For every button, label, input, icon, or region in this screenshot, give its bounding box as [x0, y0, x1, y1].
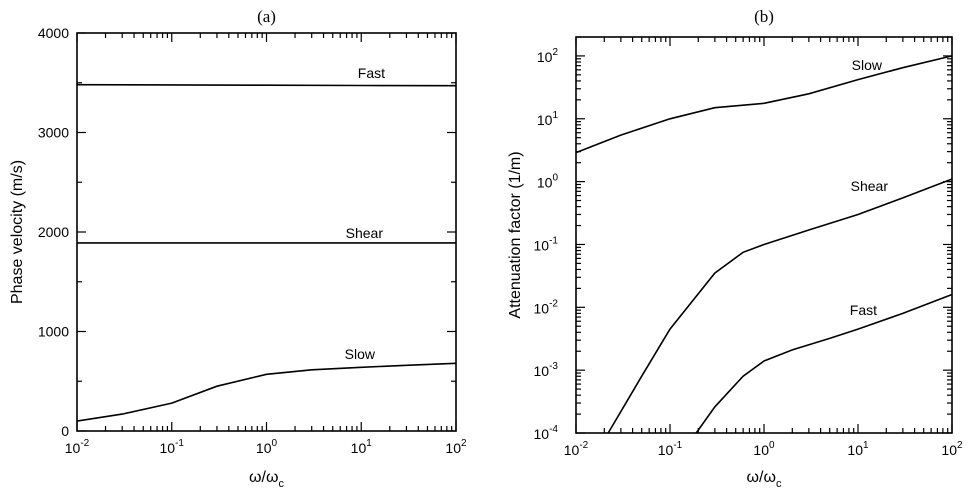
y-tick-label: 2000: [38, 224, 69, 240]
y-tick-label: 1000: [38, 324, 69, 340]
chart-title: (b): [754, 7, 774, 26]
y-tick-label: 10-2: [534, 298, 559, 316]
chart-panel-b: (b) 10-2 10-1 100 101 102 10-4 10-3 10-2 10-1 100 1…: [507, 7, 963, 490]
x-tick-label: 100: [753, 440, 775, 458]
series-line-fast: [695, 293, 953, 434]
x-tick-label: 10-1: [160, 438, 185, 456]
y-tick-label: 10-4: [534, 424, 559, 442]
x-tick-label: 102: [445, 438, 467, 456]
y-tick-label: 3000: [38, 125, 69, 141]
x-tick-label: 10-2: [564, 440, 589, 458]
x-tick-label: 101: [847, 440, 869, 458]
y-axis-label: Phase velocity (m/s): [9, 160, 26, 304]
y-tick-label: 4000: [38, 25, 69, 41]
x-axis-label: ω/ωc: [747, 469, 782, 490]
x-axis-label: ω/ωc: [249, 469, 284, 490]
y-tick-label: 102: [537, 47, 559, 65]
series-line-slow: [76, 362, 457, 422]
chart-panel-a: (a) 10-2 10-1 100 101 102 0 1000 2000 3000 4000 Fas…: [9, 7, 467, 490]
series-line-shear: [607, 178, 953, 434]
plot-frame: [575, 36, 953, 434]
y-tick-label: 101: [537, 110, 559, 128]
series-line-slow: [575, 55, 953, 154]
series-line-fast: [76, 83, 457, 87]
series-label-shear: Shear: [346, 225, 384, 241]
y-axis-label: Attenuation factor (1/m): [507, 151, 524, 318]
y-tick-label: 0: [61, 423, 69, 439]
plot-frame: [76, 32, 457, 432]
y-tick-label: 100: [537, 173, 559, 191]
series-label-fast: Fast: [358, 65, 385, 81]
x-tick-label: 101: [351, 438, 373, 456]
x-tick-label: 10-1: [658, 440, 683, 458]
series-label-fast: Fast: [850, 302, 877, 318]
y-tick-label: 10-3: [534, 361, 559, 379]
chart-title: (a): [257, 7, 276, 26]
x-tick-label: 100: [256, 438, 278, 456]
series-label-shear: Shear: [851, 178, 889, 194]
y-tick-label: 10-1: [534, 235, 559, 253]
x-tick-label: 102: [941, 440, 963, 458]
series-label-slow: Slow: [852, 57, 883, 73]
x-tick-label: 10-2: [65, 438, 90, 456]
series-label-slow: Slow: [345, 346, 376, 362]
